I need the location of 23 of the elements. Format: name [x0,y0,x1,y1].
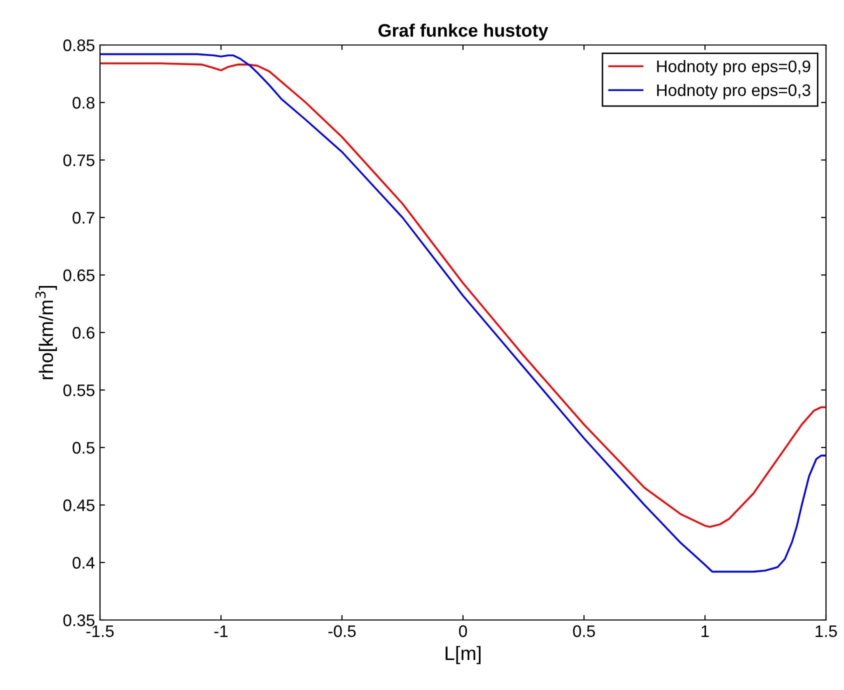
y-axis-title: rho[km/m$^{3}$] [35,286,57,380]
legend-label: Hodnoty pro eps=0,9 [657,60,810,76]
y-tick-label: 0.8 [72,96,94,109]
x-tick-label: -0.5 [328,625,356,638]
x-tick-label: -1 [214,625,228,637]
y-tick-label: 0.7 [72,212,94,224]
x-tick-label: 1.5 [816,625,837,638]
x-axis-title: L[m] [446,646,481,664]
chart-title: Graf funkce hustoty [378,24,548,40]
x-tick-label: 1 [702,625,709,637]
y-tick-label: 0.85 [63,39,94,52]
x-tick-label: 0.5 [573,625,595,638]
x-tick-label: -1.5 [86,625,114,638]
legend-label: Hodnoty pro eps=0,3 [657,84,810,100]
y-tick-label: 0.75 [63,154,94,166]
x-tick-label: 0 [459,625,467,638]
y-tick-label: 0.55 [63,384,94,396]
y-tick-label: 0.6 [72,326,94,339]
y-tick-label: 0.5 [72,442,94,454]
y-tick-label: 0.65 [63,269,94,282]
y-tick-label: 0.35 [63,614,94,626]
y-tick-label: 0.4 [72,556,95,569]
y-tick-label: 0.45 [63,499,94,512]
